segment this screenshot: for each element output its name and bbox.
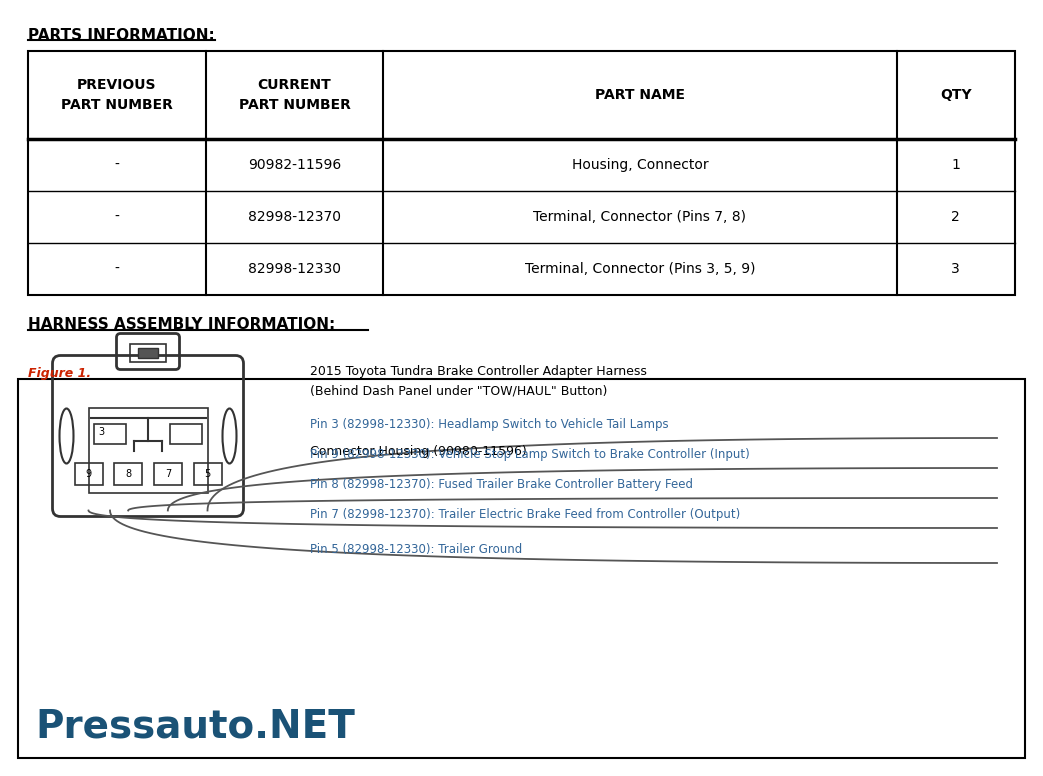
Text: 9: 9	[86, 469, 92, 479]
Text: 3: 3	[951, 262, 961, 276]
Text: Pin 3 (82998-12330): Headlamp Switch to Vehicle Tail Lamps: Pin 3 (82998-12330): Headlamp Switch to …	[310, 418, 669, 431]
Bar	[153, 463, 181, 485]
Text: CURRENT
PART NUMBER: CURRENT PART NUMBER	[239, 78, 350, 112]
Text: Pin 9 (82998-12330): Vehicle Stop Lamp Switch to Brake Controller (Input): Pin 9 (82998-12330): Vehicle Stop Lamp S…	[310, 448, 750, 461]
Bar	[94, 424, 126, 444]
Text: HARNESS ASSEMBLY INFORMATION:: HARNESS ASSEMBLY INFORMATION:	[28, 317, 335, 332]
Bar	[89, 407, 208, 493]
Text: PREVIOUS
PART NUMBER: PREVIOUS PART NUMBER	[60, 78, 173, 112]
Bar	[114, 463, 142, 485]
Text: 90982-11596: 90982-11596	[248, 158, 341, 172]
Text: 2: 2	[951, 210, 961, 224]
Bar	[74, 463, 102, 485]
Text: PARTS INFORMATION:: PARTS INFORMATION:	[28, 28, 215, 43]
Text: 8: 8	[125, 469, 131, 479]
Text: Terminal, Connector (Pins 3, 5, 9): Terminal, Connector (Pins 3, 5, 9)	[525, 262, 755, 276]
Text: Housing, Connector: Housing, Connector	[572, 158, 708, 172]
Bar	[170, 424, 202, 444]
Bar	[194, 463, 221, 485]
Text: 82998-12370: 82998-12370	[248, 210, 341, 224]
Text: Pin 7 (82998-12370): Trailer Electric Brake Feed from Controller (Output): Pin 7 (82998-12370): Trailer Electric Br…	[310, 508, 741, 521]
Bar	[138, 348, 157, 358]
Bar	[18, 379, 1025, 758]
Text: Pin 5 (82998-12330): Trailer Ground: Pin 5 (82998-12330): Trailer Ground	[310, 543, 523, 556]
Text: Terminal, Connector (Pins 7, 8): Terminal, Connector (Pins 7, 8)	[533, 210, 747, 224]
Text: 5: 5	[204, 469, 211, 479]
Text: 1: 1	[951, 158, 961, 172]
Text: Figure 1.: Figure 1.	[28, 367, 91, 380]
Text: PART NAME: PART NAME	[595, 88, 685, 102]
Text: 2015 Toyota Tundra Brake Controller Adapter Harness
(Behind Dash Panel under "TO: 2015 Toyota Tundra Brake Controller Adap…	[310, 365, 647, 397]
Text: Connector Housing (90980-11596): Connector Housing (90980-11596)	[310, 445, 527, 458]
Bar	[130, 344, 166, 362]
Text: -: -	[115, 262, 119, 276]
Bar	[28, 51, 1015, 295]
Text: 3: 3	[98, 427, 104, 437]
Text: QTY: QTY	[940, 88, 972, 102]
Text: Pressauto.NET: Pressauto.NET	[35, 707, 355, 745]
Text: -: -	[115, 158, 119, 172]
Text: 82998-12330: 82998-12330	[248, 262, 341, 276]
Text: -: -	[115, 210, 119, 224]
Text: 7: 7	[165, 469, 171, 479]
Text: Pin 8 (82998-12370): Fused Trailer Brake Controller Battery Feed: Pin 8 (82998-12370): Fused Trailer Brake…	[310, 478, 693, 491]
